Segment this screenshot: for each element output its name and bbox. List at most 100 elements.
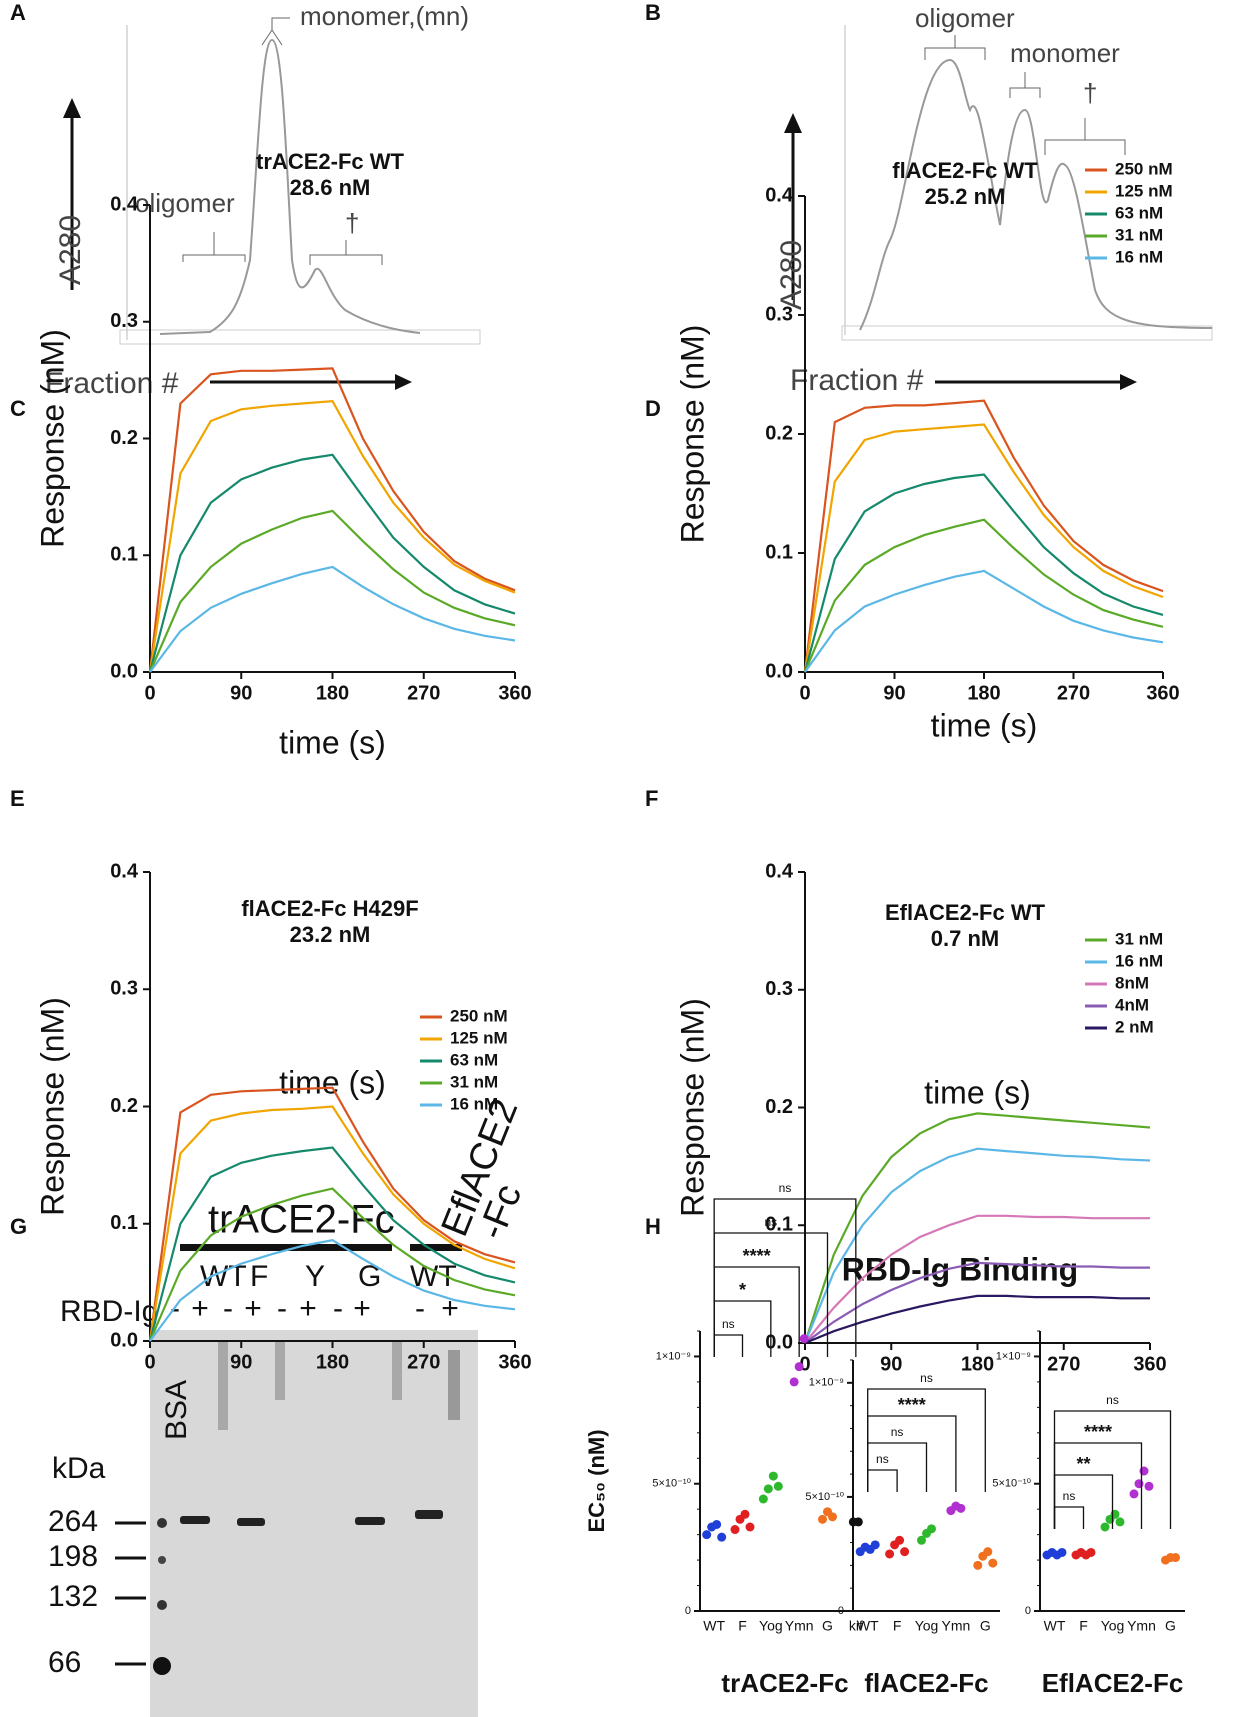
panel-label: D (645, 396, 661, 421)
trace (159, 38, 421, 335)
series-line (804, 569, 1164, 673)
x-tick-label: Ymn (942, 1618, 971, 1634)
ladder-band (157, 1600, 167, 1610)
bracket (1053, 1410, 1172, 1529)
y-tick-label: 0.4 (765, 860, 794, 882)
legend-label: 125 nM (1115, 181, 1173, 200)
significance: ns (1063, 1489, 1076, 1503)
x-label: Fraction # (790, 364, 924, 397)
y-tick-label: 0.1 (765, 1214, 793, 1236)
x-tick-label: G (822, 1618, 833, 1634)
series-line (803, 518, 1164, 673)
y-tick-label: 0.1 (110, 544, 138, 566)
x-tick-label: WT (703, 1618, 725, 1634)
y-tick-label: 5×10⁻¹⁰ (652, 1478, 691, 1490)
annotation: monomer (1010, 38, 1120, 68)
row-label: RBD-Ig (60, 1295, 158, 1328)
x-tick-label: 0 (144, 1351, 155, 1373)
y-label: Response (nM) (674, 998, 710, 1217)
x-tick-label: Yog (915, 1618, 939, 1634)
panel-label: E (10, 786, 25, 811)
chart-subtitle: 23.2 nM (290, 922, 371, 947)
sign: + (299, 1292, 317, 1325)
x-tick-label: G (1165, 1618, 1176, 1634)
y-label: Response (nM) (674, 325, 710, 544)
y-tick-label: 1×10⁻⁹ (656, 1350, 691, 1362)
y-tick-label: 0.4 (110, 860, 139, 882)
bracket (867, 1469, 898, 1492)
legend-label: 250 nM (450, 1006, 508, 1025)
bracket (182, 232, 246, 262)
point (828, 1512, 837, 1522)
bracket (309, 240, 383, 265)
legend-label: 8nM (1115, 973, 1149, 992)
annotation: † (345, 208, 359, 238)
sign: + (353, 1292, 371, 1325)
smear (392, 1340, 402, 1400)
marker-label: 66 (48, 1646, 81, 1679)
point (763, 1484, 773, 1494)
panel-g: G trACE2-Fc EflACE2 -Fc WT F Y G WT RBD-… (10, 1093, 530, 1717)
series-line (803, 423, 1164, 673)
panel-label: C (10, 396, 26, 421)
sign: + (244, 1292, 262, 1325)
point (730, 1525, 740, 1535)
y-tick-label: 1×10⁻⁹ (996, 1350, 1031, 1362)
x-tick-label: Yog (1101, 1618, 1125, 1634)
bracket (924, 35, 986, 60)
sign: - (333, 1292, 343, 1325)
point (712, 1519, 722, 1529)
series-line (804, 1214, 1150, 1344)
legend-label: 125 nM (450, 1028, 508, 1047)
marker-label: 198 (48, 1540, 98, 1573)
bracket (713, 1198, 857, 1357)
lane-label: Y (305, 1260, 325, 1293)
y-tick-label: 0.3 (765, 978, 793, 1000)
point (702, 1530, 712, 1540)
point (983, 1547, 993, 1557)
x-tick-label: 270 (1047, 1353, 1080, 1375)
series-line (149, 1239, 516, 1342)
bracket (713, 1334, 744, 1357)
band (237, 1518, 265, 1526)
bracket (867, 1388, 986, 1492)
arrow-head (395, 374, 412, 390)
sign: - (223, 1292, 233, 1325)
sign: + (191, 1292, 209, 1325)
bracket (1009, 72, 1041, 98)
lane-label: G (358, 1260, 381, 1293)
x-tick-label: 180 (316, 682, 349, 704)
y-tick-label: 0 (838, 1605, 844, 1617)
x-tick-label: WT (857, 1618, 879, 1634)
y-label: A280 (54, 215, 87, 285)
point (1129, 1489, 1139, 1499)
point (745, 1522, 755, 1532)
y-tick-label: 0.3 (765, 303, 793, 325)
x-tick-label: WT (1044, 1618, 1066, 1634)
trace (859, 58, 1213, 331)
significance: ns (1106, 1393, 1119, 1407)
y-tick-label: 0.0 (110, 660, 138, 682)
panel-label: B (645, 0, 661, 25)
band (355, 1517, 385, 1525)
point (853, 1517, 863, 1527)
series-line (148, 367, 516, 673)
chart-title: EflACE2-Fc WT (885, 900, 1046, 925)
legend-label: 4nM (1115, 995, 1149, 1014)
significance: ns (891, 1425, 904, 1439)
panel-label: H (645, 1214, 661, 1239)
y-tick-label: 0.3 (110, 310, 138, 332)
y-tick-label: 0.1 (765, 541, 793, 563)
x-tick-label: F (1079, 1618, 1088, 1634)
point (988, 1558, 998, 1568)
point (956, 1503, 966, 1513)
smear (275, 1340, 285, 1400)
x-tick-label: Yog (759, 1618, 783, 1634)
x-tick-label: 90 (883, 682, 905, 704)
panel-label: F (645, 786, 658, 811)
point (927, 1524, 936, 1534)
marker-label: 264 (48, 1505, 98, 1538)
annotation: monomer,(mn) (300, 1, 469, 31)
lane-label: F (250, 1260, 268, 1293)
x-tick-label: 180 (967, 682, 1000, 704)
